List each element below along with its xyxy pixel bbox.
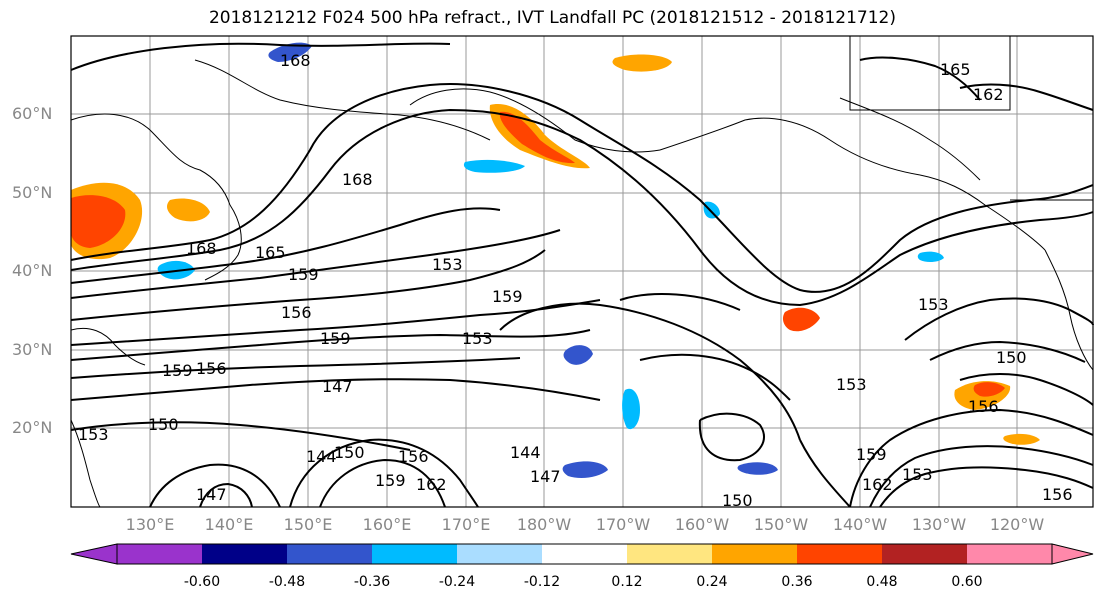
contour-label: 162 (416, 475, 447, 494)
colorbar-tick-label: -0.24 (438, 574, 476, 590)
contour-label: 156 (968, 397, 999, 416)
contour-label: 153 (462, 329, 493, 348)
lon-label: 160°E (362, 515, 412, 534)
contour-label: 159 (162, 361, 193, 380)
colorbar-extend-min (70, 543, 118, 565)
contour-label: 168 (342, 170, 373, 189)
contour-label: 165 (255, 243, 286, 262)
colorbar-segment (457, 544, 542, 564)
contour-label: 150 (148, 415, 179, 434)
contour-label: 147 (322, 377, 353, 396)
lat-label: 60°N (12, 104, 53, 123)
lon-label: 170°W (595, 515, 651, 534)
lat-label: 40°N (12, 261, 53, 280)
contour-label: 159 (288, 265, 319, 284)
contour-label: 162 (862, 475, 893, 494)
contour-label: 147 (530, 467, 561, 486)
lon-label: 120°W (989, 515, 1045, 534)
colorbar-segment (202, 544, 287, 564)
colorbar-outline (116, 543, 1053, 565)
contour-label: 156 (281, 303, 312, 322)
lat-label: 20°N (12, 418, 53, 437)
lon-label: 150°W (753, 515, 809, 534)
colorbar-segment (882, 544, 967, 564)
contour-label: 162 (973, 85, 1004, 104)
contour-label: 153 (836, 375, 867, 394)
contour-label: 159 (856, 445, 887, 464)
map-frame (70, 35, 1094, 508)
contour-label: 168 (280, 51, 311, 70)
lon-label: 140°E (204, 515, 254, 534)
contour-label: 144 (306, 447, 337, 466)
contour-lines (70, 42, 1094, 508)
colorbar-tick-label: -0.48 (268, 574, 306, 590)
contour-label-layer: 168 168 165 165 162 168 153 159 159 156 … (78, 51, 1073, 510)
colorbar-tick-label: 0.48 (866, 574, 898, 590)
lon-label: 130°E (125, 515, 175, 534)
colorbar-tick-label: 0.36 (781, 574, 813, 590)
shaded-anomaly-fields (71, 42, 1040, 478)
contour-label: 159 (375, 471, 406, 490)
colorbar-tick-label: 0.12 (611, 574, 643, 590)
contour-label: 159 (492, 287, 523, 306)
lon-label: 170°E (441, 515, 491, 534)
lon-label: 150°E (283, 515, 333, 534)
contour-label: 168 (186, 239, 217, 258)
contour-label: 150 (722, 491, 753, 510)
contour-label: 159 (320, 329, 351, 348)
colorbar-tick-label: 0.24 (696, 574, 728, 590)
colorbar-segment (372, 544, 457, 564)
colorbar-segment (797, 544, 882, 564)
contour-label: 153 (902, 465, 933, 484)
colorbar-segment (287, 544, 372, 564)
colorbar-segment (542, 544, 627, 564)
colorbar-tick-label: -0.36 (353, 574, 391, 590)
colorbar (70, 543, 1094, 565)
contour-label: 156 (196, 359, 227, 378)
contour-label: 156 (398, 447, 429, 466)
lon-label: 160°W (674, 515, 730, 534)
contour-label: 156 (1042, 485, 1073, 504)
contour-label: 150 (996, 348, 1027, 367)
coastlines (70, 36, 1094, 508)
lon-label: 180°W (516, 515, 572, 534)
lat-label: 30°N (12, 340, 53, 359)
lon-label: 130°W (911, 515, 967, 534)
colorbar-segment (967, 544, 1052, 564)
colorbar-extend-max (1051, 543, 1094, 565)
contour-label: 153 (78, 425, 109, 444)
colorbar-segment (117, 544, 202, 564)
colorbar-segment (712, 544, 797, 564)
contour-label: 165 (940, 60, 971, 79)
colorbar-tick-label: 0.60 (951, 574, 983, 590)
contour-label: 153 (918, 295, 949, 314)
contour-label: 150 (334, 443, 365, 462)
colorbar-tick-label: -0.60 (183, 574, 221, 590)
contour-label: 144 (510, 443, 541, 462)
map-title: 2018121212 F024 500 hPa refract., IVT La… (208, 8, 896, 28)
contour-label: 153 (432, 255, 463, 274)
colorbar-tick-label: -0.12 (523, 574, 561, 590)
contour-label: 147 (196, 485, 227, 504)
colorbar-segment (627, 544, 712, 564)
lat-label: 50°N (12, 183, 53, 202)
lon-label: 140°W (832, 515, 888, 534)
